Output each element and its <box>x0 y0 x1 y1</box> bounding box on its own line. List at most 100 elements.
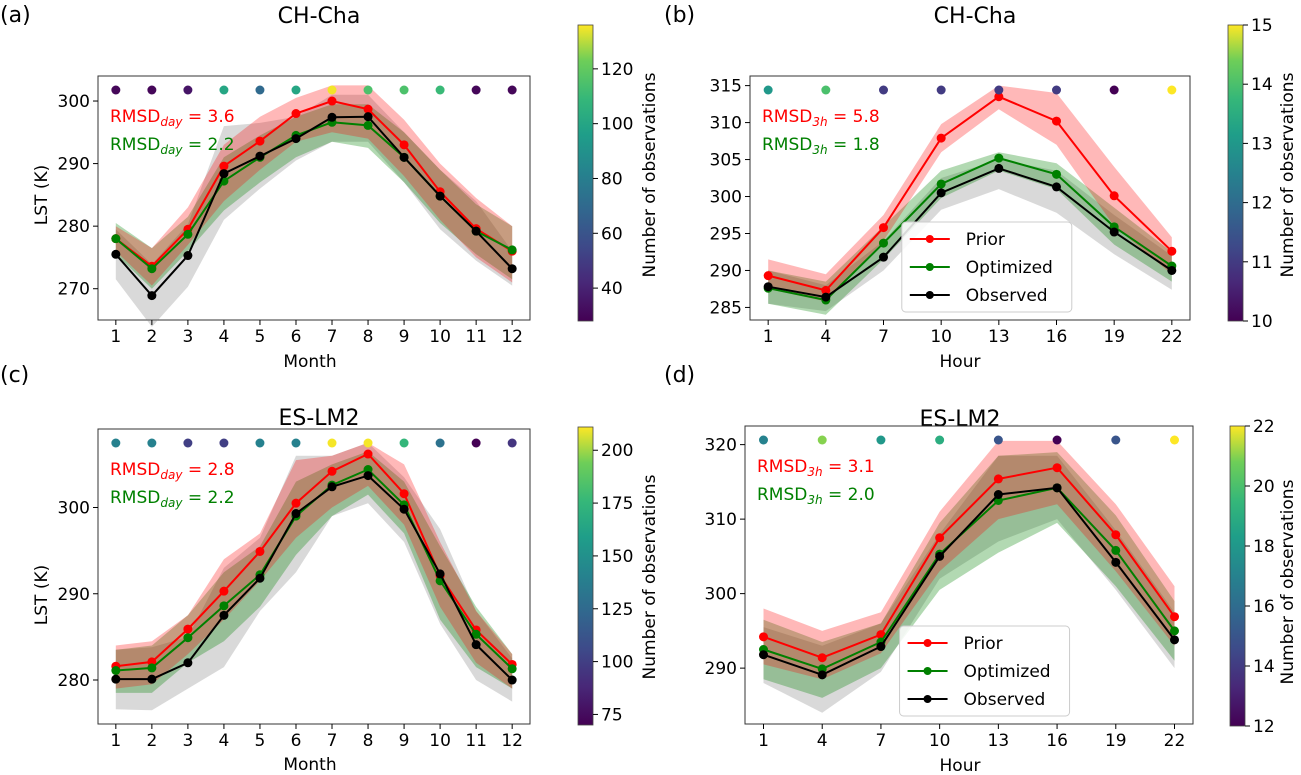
point-observed <box>758 650 768 660</box>
point-prior <box>758 632 768 642</box>
colorbar-label: Number of observations <box>1278 479 1298 684</box>
series-observed <box>111 471 517 685</box>
nobs-dot <box>435 438 445 448</box>
legend-box <box>899 625 1071 717</box>
point-optimized <box>507 664 517 674</box>
nobs-dot <box>878 85 888 95</box>
point-optimized <box>1111 545 1121 555</box>
chart-title: CH-Cha <box>934 4 1017 29</box>
series-prior <box>758 463 1180 663</box>
point-observed <box>291 509 301 519</box>
nobs-dot <box>399 438 409 448</box>
chart-title: CH-Cha <box>278 4 361 29</box>
band-observed <box>115 442 513 711</box>
point-observed <box>219 610 229 620</box>
nobs-dot <box>435 85 445 95</box>
x-axis-label: Month <box>283 755 336 775</box>
series-observed <box>111 112 517 301</box>
point-prior <box>399 140 409 150</box>
colorbar-tick-label: 12 <box>1253 717 1275 737</box>
colorbar-tick-label: 40 <box>601 279 623 299</box>
point-observed <box>111 674 121 684</box>
rmsd-value: = 2.8 <box>182 460 234 480</box>
rmsd-subscript: day <box>160 468 183 482</box>
x-tick-label: 6 <box>291 327 302 347</box>
point-prior <box>821 285 831 295</box>
x-tick-label: 8 <box>363 731 374 751</box>
line-observed <box>115 115 513 298</box>
point-prior <box>1109 191 1119 201</box>
nobs-dot <box>471 85 481 95</box>
colorbar-tick-label: 100 <box>601 115 633 135</box>
point-optimized <box>183 633 193 643</box>
x-tick-label: 16 <box>1046 327 1068 347</box>
colorbar-tick-label: 75 <box>601 705 623 725</box>
rmsd-value: = 3.6 <box>182 107 234 127</box>
rmsd-subscript: day <box>160 143 183 157</box>
colorbar-tick-label: 175 <box>601 494 633 514</box>
point-optimized <box>994 153 1004 163</box>
x-tick-label: 5 <box>255 731 266 751</box>
x-tick-label: 7 <box>327 731 338 751</box>
point-prior <box>327 466 337 476</box>
rmsd-subscript: 3h <box>807 493 822 507</box>
rmsd-annotation: RMSDday = 3.6 <box>110 107 235 129</box>
rmsd-annotation: RMSDday = 2.8 <box>110 460 235 482</box>
colorbar: 40 60 80 100 120 <box>577 24 633 322</box>
nobs-dot <box>363 438 373 448</box>
nobs-dot <box>936 85 946 95</box>
point-prior <box>327 96 337 106</box>
y-tick-label: 305 <box>710 151 742 171</box>
point-prior <box>1052 463 1062 473</box>
point-optimized <box>1170 626 1180 636</box>
rmsd-subscript: day <box>160 496 183 510</box>
point-prior <box>255 136 265 146</box>
colorbar-label: Number of observations <box>1278 72 1298 277</box>
point-observed <box>763 282 773 292</box>
x-tick-label: 10 <box>929 731 951 751</box>
legend-marker <box>923 639 932 647</box>
colorbar-tick-label: 150 <box>601 547 633 567</box>
y-tick-label: 310 <box>705 510 737 530</box>
point-prior <box>291 498 301 508</box>
rmsd-subscript: 3h <box>812 115 827 129</box>
rmsd-annotation: RMSD3h = 1.8 <box>762 135 880 157</box>
x-tick-label: 10 <box>429 327 451 347</box>
nobs-dot <box>876 435 886 445</box>
colorbar: 75 100 125 150 175 200 <box>577 426 633 725</box>
x-tick-label: 6 <box>291 731 302 751</box>
axes-frame <box>97 428 531 725</box>
y-tick-label: 310 <box>710 114 742 134</box>
point-observed <box>1170 635 1180 645</box>
line-observed <box>115 474 513 681</box>
x-tick-label: 3 <box>182 327 193 347</box>
y-axis-label: LST (K) <box>32 165 52 225</box>
rmsd-subscript: 3h <box>812 143 827 157</box>
point-prior <box>291 109 301 119</box>
nobs-dot <box>399 85 409 95</box>
point-optimized <box>219 601 229 611</box>
x-tick-label: 4 <box>219 327 230 347</box>
legend-label: Observed <box>966 286 1048 306</box>
x-tick-label: 2 <box>146 327 157 347</box>
point-observed <box>471 640 481 650</box>
point-prior <box>219 161 229 171</box>
point-optimized <box>147 264 157 274</box>
rmsd-label: RMSD <box>110 488 160 508</box>
rmsd-annotation: RMSD3h = 2.0 <box>757 485 875 507</box>
x-tick-label: 10 <box>429 731 451 751</box>
rmsd-label: RMSD <box>110 460 160 480</box>
nobs-dot <box>147 438 157 448</box>
line-prior <box>115 99 513 268</box>
rmsd-annotation: RMSDday = 2.2 <box>110 488 235 510</box>
point-observed <box>507 675 517 685</box>
point-prior <box>878 223 888 233</box>
nobs-dot <box>471 438 481 448</box>
chart-title: ES-LM2 <box>278 406 359 431</box>
x-tick-label: 2 <box>146 731 157 751</box>
legend: Prior Optimized Observed <box>901 221 1073 313</box>
point-prior <box>763 271 773 281</box>
